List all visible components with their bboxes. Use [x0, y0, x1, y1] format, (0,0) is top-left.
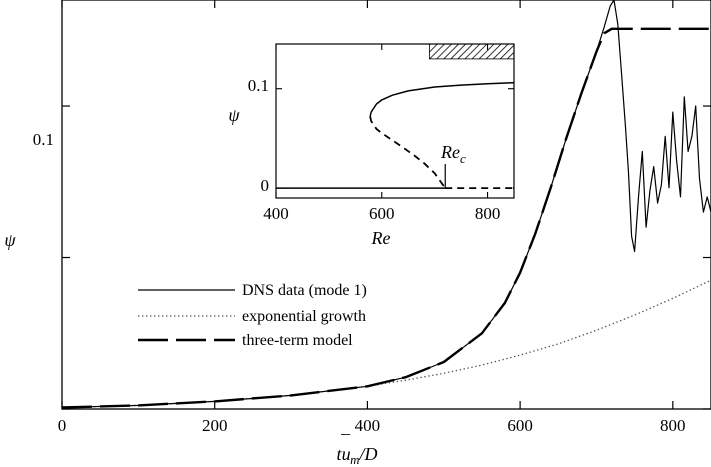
- inset-series-upper-stable-branch: [369, 81, 515, 117]
- inset-y-axis-title: ψ: [228, 105, 240, 125]
- legend-label-exponential: exponential growth: [242, 308, 366, 325]
- legend-label-three-term: three-term model: [242, 332, 353, 349]
- inset-x-tick-label-800: 800: [475, 204, 501, 223]
- inset-y-tick-label-0.1: 0.1: [248, 76, 269, 95]
- main-x-tick-label-200: 200: [202, 416, 228, 435]
- main-series-three-term: [61, 27, 711, 409]
- inset-hatched-band: [428, 43, 515, 60]
- main-series-lines: [61, 0, 711, 409]
- inset-x-tick-label-400: 400: [263, 204, 289, 223]
- inset-x-axis-title: Re: [371, 228, 391, 248]
- main-plot-frame: [61, 0, 711, 410]
- main-x-tick-label-0: 0: [58, 416, 67, 435]
- main-x-tick-label-800: 800: [660, 416, 686, 435]
- main-axis-ticks: [61, 0, 711, 410]
- inset-frame: [275, 43, 515, 199]
- inset-x-tick-label-600: 600: [369, 204, 395, 223]
- main-x-tick-label-600: 600: [507, 416, 533, 435]
- inset-y-tick-label-0: 0: [261, 176, 270, 195]
- main-y-tick-label-0.1: 0.1: [33, 130, 54, 149]
- inset-series-lower-unstable-branch: [369, 116, 446, 189]
- main-series-exponential: [61, 279, 711, 409]
- main-x-tick-labels: 0 200 400 600 800: [58, 416, 686, 435]
- main-y-axis-title: ψ: [4, 230, 16, 250]
- legend: DNS data (mode 1) exponential growth thr…: [138, 282, 367, 349]
- main-x-tick-label-400: 400: [355, 416, 381, 435]
- main-x-axis-title: tu¯m/D: [337, 432, 378, 467]
- inset-background: [276, 44, 514, 198]
- inset-plot: 0 0.1 400 600 800 Re ψ Rec: [228, 43, 515, 248]
- inset-series-lines: [276, 81, 515, 190]
- legend-label-dns: DNS data (mode 1): [242, 282, 367, 299]
